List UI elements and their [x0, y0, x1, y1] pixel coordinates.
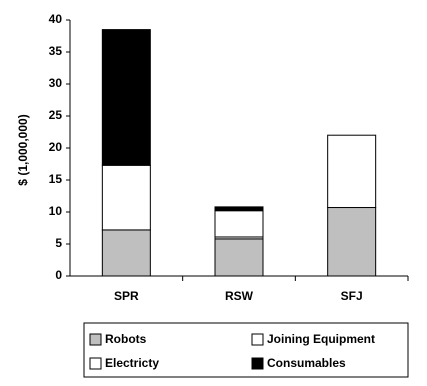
y-axis-label: $ (1,000,000) [16, 114, 30, 185]
y-tick-label: 25 [49, 108, 63, 122]
bar-segment-spr-consumables [101, 29, 151, 166]
bar-segment-rsw-robots [214, 238, 264, 277]
x-category-label: SFJ [341, 289, 363, 303]
y-tick-label: 20 [49, 140, 63, 154]
y-tick-label: 15 [49, 172, 63, 186]
legend-swatch [89, 357, 102, 370]
legend-swatch [89, 333, 102, 346]
y-tick-label: 5 [55, 236, 62, 250]
legend: Robots Joining Equipment Electricty Consuma… [83, 322, 409, 378]
legend-swatch [251, 357, 264, 370]
legend-label: Joining Equipment [267, 332, 375, 346]
bar-segment-sfj-electricty [327, 134, 377, 209]
bar-segment-sfj-robots [327, 207, 377, 277]
bar-segment-rsw-electricty [214, 210, 264, 238]
legend-label: Robots [105, 332, 147, 346]
legend-label: Consumables [267, 356, 346, 370]
y-tick-label: 0 [55, 268, 62, 282]
x-category-label: SPR [114, 289, 139, 303]
legend-swatch [251, 333, 264, 346]
y-tick-label: 10 [49, 204, 63, 218]
y-tick-label: 35 [49, 44, 63, 58]
x-category-label: RSW [225, 289, 254, 303]
y-tick-label: 30 [49, 76, 63, 90]
bar-segment-spr-robots [101, 229, 151, 277]
legend-label: Electricty [105, 356, 159, 370]
y-tick-label: 40 [49, 12, 63, 26]
bar-segment-spr-electricty [101, 164, 151, 231]
legend-box [83, 322, 409, 378]
plot-area: 0 5 10 15 20 25 30 35 40 SPR RSW SFJ [49, 12, 409, 303]
bar-segment-rsw-consumables [214, 206, 264, 212]
